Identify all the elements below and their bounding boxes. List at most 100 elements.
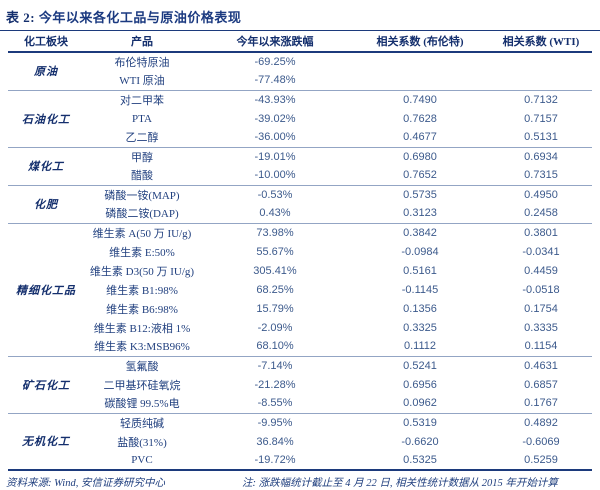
corr-brent-cell: 0.3842 xyxy=(403,226,437,239)
change-cell: -2.09% xyxy=(257,321,293,334)
sector-cell: 煤化工 xyxy=(28,161,64,173)
product-cell: 维生素 B12:液相 1% xyxy=(93,322,191,335)
change-cell: 68.25% xyxy=(256,283,294,296)
table-row: 无机化工 轻质纯碱 -9.95% 0.5319 0.4892 xyxy=(8,413,592,449)
change-cell: -69.25% xyxy=(254,56,296,68)
corr-wti-cell: 0.1767 xyxy=(524,397,558,410)
corr-wti-cell: 0.7315 xyxy=(524,169,558,182)
table-row: 精细化工品 维生素 A(50 万 IU/g) 73.98% 0.3842 0.3801 xyxy=(8,223,592,297)
corr-wti-cell: 0.3335 xyxy=(524,321,558,334)
corr-brent-cell: 0.6980 xyxy=(403,150,437,163)
table-row: PVC -19.72% 0.5325 0.5259 xyxy=(8,451,592,470)
sector-group: 矿石化工 氢氟酸 -7.14% 0.5241 0.4631 二甲基环硅氧烷 -21.28% 0… xyxy=(8,356,592,413)
change-cell: 36.84% xyxy=(256,435,294,448)
table-title-text: 今年以来各化工品与原油价格表现 xyxy=(38,10,242,25)
table-row: 维生素 K3:MSB96% 68.10% 0.1112 0.1154 xyxy=(8,337,592,356)
product-cell: 轻质纯碱 xyxy=(120,417,164,430)
table-title-prefix: 表 2: xyxy=(6,10,36,25)
table-row: 碳酸锂 99.5%电 -8.55% 0.0962 0.1767 xyxy=(8,394,592,413)
corr-brent-cell: 0.0962 xyxy=(403,397,437,410)
corr-wti-cell: -0.6069 xyxy=(522,435,560,448)
corr-wti-cell: 0.4631 xyxy=(524,359,558,372)
product-cell: 磷酸一铵(MAP) xyxy=(104,189,180,202)
corr-brent-cell xyxy=(350,52,490,71)
corr-brent-cell: 0.5319 xyxy=(403,416,437,429)
corr-wti-cell: 0.5131 xyxy=(524,131,558,144)
change-cell: 55.67% xyxy=(256,245,294,258)
sector-group: 原油 布伦特原油 -69.25% WTI 原油 -77.48% xyxy=(8,52,592,90)
corr-wti-cell: 0.7132 xyxy=(524,93,558,106)
corr-wti-cell: 0.1154 xyxy=(524,340,558,353)
product-cell: 维生素 B1:98% xyxy=(106,284,178,297)
corr-wti-cell: 0.7157 xyxy=(524,112,558,125)
corr-brent-cell: 0.5161 xyxy=(403,264,437,277)
corr-wti-cell: 0.1754 xyxy=(524,302,558,315)
product-cell: 维生素 E:50% xyxy=(109,246,175,259)
product-cell: 磷酸二铵(DAP) xyxy=(105,208,179,221)
corr-brent-cell: 0.6956 xyxy=(403,378,437,391)
sector-cell: 矿石化工 xyxy=(22,379,70,392)
sector-cell: 无机化工 xyxy=(22,436,70,449)
change-cell: 15.79% xyxy=(256,302,294,315)
corr-brent-cell: 0.1356 xyxy=(403,302,437,315)
corr-wti-cell: 0.6934 xyxy=(524,150,558,163)
change-cell: -10.00% xyxy=(254,169,296,182)
corr-wti-cell: 0.3801 xyxy=(524,226,558,239)
corr-brent-cell: 0.5241 xyxy=(403,359,437,372)
product-cell: 维生素 B6:98% xyxy=(106,303,178,316)
product-cell: 对二甲苯 xyxy=(120,94,164,107)
table-row: 煤化工 甲醇 -19.01% 0.6980 0.6934 xyxy=(8,147,592,173)
corr-brent-cell: 0.1112 xyxy=(403,340,436,353)
change-cell: -43.93% xyxy=(254,93,296,106)
sector-group: 化肥 磷酸一铵(MAP) -0.53% 0.5735 0.4950 磷酸二铵(DAP) 0.… xyxy=(8,185,592,223)
corr-brent-cell: 0.4677 xyxy=(403,131,437,144)
table-row: 维生素 B1:98% 68.25% -0.1145 -0.0518 xyxy=(8,280,592,299)
change-cell: -0.53% xyxy=(257,188,293,201)
change-cell: 68.10% xyxy=(256,340,294,353)
corr-brent-cell: 0.3123 xyxy=(403,207,437,220)
product-cell: PVC xyxy=(131,454,153,466)
footnote: 注: 涨跌幅统计截止至 4 月 22 日, 相关性统计数据从 2015 年开始计… xyxy=(242,478,558,489)
product-cell: 氢氟酸 xyxy=(125,360,159,373)
product-cell: WTI 原油 xyxy=(119,75,165,88)
sector-cell: 化肥 xyxy=(34,199,58,211)
change-cell: -39.02% xyxy=(254,112,296,125)
product-cell: 碳酸锂 99.5%电 xyxy=(104,398,180,411)
table-row: 矿石化工 氢氟酸 -7.14% 0.5241 0.4631 xyxy=(8,356,592,392)
change-cell: 0.43% xyxy=(259,207,291,220)
corr-brent-cell: 0.5325 xyxy=(403,454,437,466)
table-row: PTA -39.02% 0.7628 0.7157 xyxy=(8,109,592,128)
table-row: 二甲基环硅氧烷 -21.28% 0.6956 0.6857 xyxy=(8,375,592,394)
sector-cell: 原油 xyxy=(34,66,58,79)
corr-wti-cell xyxy=(490,71,592,90)
table-footer: 资料来源: Wind, 安信证券研究中心 注: 涨跌幅统计截止至 4 月 22 … xyxy=(6,475,592,490)
header-corr-brent: 相关系数 (布伦特) xyxy=(350,31,490,53)
table-row: 石油化工 对二甲苯 -43.93% 0.7490 0.7132 xyxy=(8,90,592,126)
header-corr-wti: 相关系数 (WTI) xyxy=(490,31,592,53)
header-change: 今年以来涨跌幅 xyxy=(200,31,350,53)
price-table: 化工板块 产品 今年以来涨跌幅 相关系数 (布伦特) 相关系数 (WTI) 原油… xyxy=(8,31,592,471)
corr-brent-cell: 0.3325 xyxy=(403,321,437,334)
change-cell: 73.98% xyxy=(256,226,294,239)
corr-brent-cell: 0.5735 xyxy=(403,188,437,201)
change-cell: -9.95% xyxy=(257,416,293,429)
sector-group: 煤化工 甲醇 -19.01% 0.6980 0.6934 醋酸 -10.00% 0.7652 0… xyxy=(8,147,592,185)
sector-group: 精细化工品 维生素 A(50 万 IU/g) 73.98% 0.3842 0.3801 维… xyxy=(8,223,592,356)
corr-brent-cell: -0.0984 xyxy=(401,245,439,258)
change-cell: 305.41% xyxy=(253,264,297,277)
change-cell: -8.55% xyxy=(257,397,293,410)
sector-group: 石油化工 对二甲苯 -43.93% 0.7490 0.7132 PTA -39.02% 0.7… xyxy=(8,90,592,147)
table-row: 磷酸二铵(DAP) 0.43% 0.3123 0.2458 xyxy=(8,204,592,223)
change-cell: -19.72% xyxy=(254,454,296,466)
table-title: 表 2: 今年以来各化工品与原油价格表现 xyxy=(0,0,600,31)
product-cell: 布伦特原油 xyxy=(114,57,170,69)
corr-wti-cell: 0.5259 xyxy=(524,454,558,466)
sector-cell: 精细化工品 xyxy=(16,284,76,297)
table-row: 维生素 B6:98% 15.79% 0.1356 0.1754 xyxy=(8,299,592,318)
product-cell: 盐酸(31%) xyxy=(117,436,167,449)
change-cell: -77.48% xyxy=(254,74,296,87)
table-row: 醋酸 -10.00% 0.7652 0.7315 xyxy=(8,166,592,185)
data-source: 资料来源: Wind, 安信证券研究中心 xyxy=(6,478,165,489)
product-cell: 维生素 D3(50 万 IU/g) xyxy=(89,265,195,278)
